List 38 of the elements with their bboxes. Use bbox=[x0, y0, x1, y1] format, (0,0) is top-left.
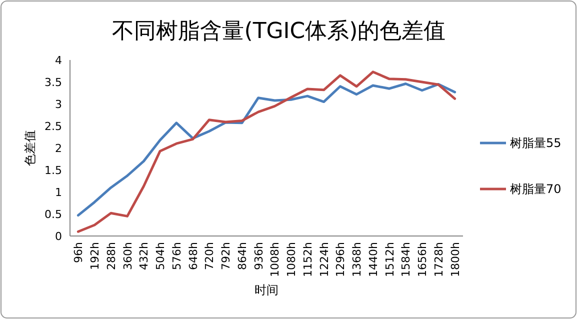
legend-label: 树脂量55 bbox=[510, 136, 562, 150]
x-tick-label: 1728h bbox=[432, 242, 446, 277]
x-tick-label: 792h bbox=[220, 242, 233, 270]
x-tick-label: 1800h bbox=[448, 242, 462, 277]
x-tick-label: 1080h bbox=[285, 242, 298, 277]
x-tick-label: 1584h bbox=[400, 242, 413, 277]
x-tick-label: 288h bbox=[104, 242, 118, 270]
legend-label: 树脂量70 bbox=[510, 182, 562, 196]
x-tick-label: 1440h bbox=[366, 242, 380, 277]
x-tick-label: 936h bbox=[252, 242, 266, 270]
y-tick-label: 3 bbox=[55, 98, 62, 111]
y-tick-label: 1 bbox=[55, 186, 62, 199]
y-tick-label: 0.5 bbox=[44, 208, 62, 221]
y-tick-label: 1.5 bbox=[44, 164, 62, 177]
x-tick-label: 864h bbox=[236, 242, 249, 270]
x-tick-label: 720h bbox=[203, 242, 216, 270]
y-tick-label: 0 bbox=[55, 230, 62, 243]
x-tick-label: 504h bbox=[154, 242, 168, 270]
x-tick-label: 192h bbox=[88, 242, 102, 270]
chart-title: 不同树脂含量(TGIC体系)的色差值 bbox=[112, 19, 446, 44]
y-tick-label: 3.5 bbox=[44, 76, 62, 89]
x-tick-label: 1296h bbox=[334, 242, 348, 277]
x-tick-label: 432h bbox=[138, 242, 151, 270]
x-tick-label: 1656h bbox=[416, 242, 430, 277]
x-tick-label: 96h bbox=[72, 242, 86, 263]
x-tick-label: 648h bbox=[186, 242, 200, 270]
x-axis-title: 时间 bbox=[254, 283, 278, 297]
y-tick-label: 4 bbox=[55, 54, 62, 67]
y-tick-label: 2 bbox=[55, 142, 62, 155]
x-tick-label: 360h bbox=[121, 242, 134, 270]
x-tick-label: 1008h bbox=[268, 242, 282, 277]
y-axis-title: 色差值 bbox=[23, 130, 37, 166]
x-tick-label: 1152h bbox=[301, 242, 314, 277]
x-tick-label: 1224h bbox=[318, 242, 331, 277]
x-tick-label: 576h bbox=[170, 242, 184, 270]
y-tick-label: 2.5 bbox=[44, 120, 62, 133]
x-tick-label: 1368h bbox=[350, 242, 364, 277]
x-tick-label: 1512h bbox=[383, 242, 396, 277]
